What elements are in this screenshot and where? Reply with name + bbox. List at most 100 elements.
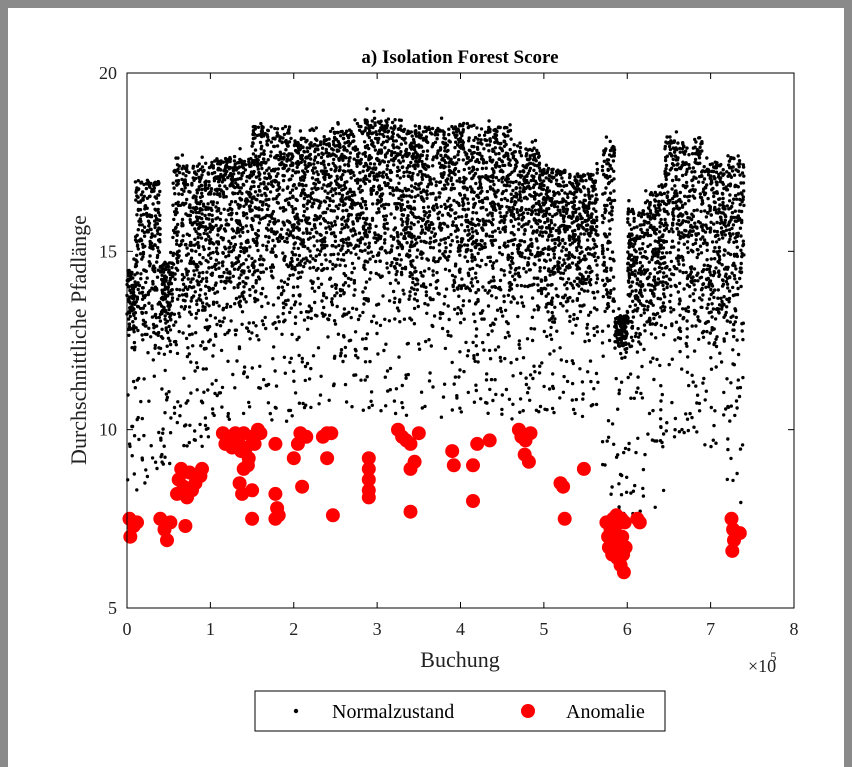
normal-point bbox=[225, 195, 228, 198]
normal-point bbox=[169, 318, 172, 321]
normal-point bbox=[459, 193, 462, 196]
normal-point bbox=[497, 227, 500, 230]
normal-point bbox=[350, 204, 353, 207]
normal-point bbox=[194, 439, 197, 442]
normal-point bbox=[434, 239, 437, 242]
normal-point bbox=[171, 296, 174, 299]
normal-point bbox=[272, 197, 275, 200]
normal-point bbox=[409, 227, 412, 230]
normal-point bbox=[487, 119, 490, 122]
normal-point bbox=[211, 241, 214, 244]
normal-point bbox=[513, 238, 516, 241]
normal-point bbox=[518, 243, 521, 246]
normal-point bbox=[223, 316, 226, 319]
normal-point bbox=[499, 356, 502, 359]
normal-point bbox=[224, 165, 227, 168]
normal-point bbox=[285, 237, 288, 240]
normal-point bbox=[136, 195, 139, 198]
normal-point bbox=[268, 220, 271, 223]
normal-point bbox=[248, 405, 251, 408]
normal-point bbox=[282, 289, 285, 292]
normal-point bbox=[297, 247, 300, 250]
normal-point bbox=[237, 206, 240, 209]
normal-point bbox=[389, 212, 392, 215]
normal-point bbox=[518, 150, 521, 153]
normal-point bbox=[347, 311, 350, 314]
normal-point bbox=[511, 189, 514, 192]
normal-point bbox=[195, 189, 198, 192]
normal-point bbox=[400, 143, 403, 146]
normal-point bbox=[477, 223, 480, 226]
normal-point bbox=[136, 283, 139, 286]
normal-point bbox=[334, 192, 337, 195]
normal-point bbox=[451, 223, 454, 226]
normal-point bbox=[152, 323, 155, 326]
normal-point bbox=[416, 288, 419, 291]
normal-point bbox=[232, 185, 235, 188]
normal-point bbox=[206, 232, 209, 235]
normal-point bbox=[317, 286, 320, 289]
normal-point bbox=[142, 319, 145, 322]
normal-point bbox=[386, 389, 389, 392]
normal-point bbox=[401, 384, 404, 387]
normal-point bbox=[172, 254, 175, 257]
normal-point bbox=[520, 199, 523, 202]
normal-point bbox=[171, 204, 174, 207]
normal-point bbox=[265, 245, 268, 248]
normal-point bbox=[249, 192, 252, 195]
normal-point bbox=[429, 283, 432, 286]
normal-point bbox=[472, 197, 475, 200]
normal-point bbox=[458, 204, 461, 207]
normal-point bbox=[511, 374, 514, 377]
normal-point bbox=[159, 347, 162, 350]
normal-point bbox=[303, 192, 306, 195]
normal-point bbox=[242, 285, 245, 288]
normal-point bbox=[466, 225, 469, 228]
normal-point bbox=[330, 285, 333, 288]
normal-point bbox=[522, 356, 525, 359]
normal-point bbox=[312, 266, 315, 269]
normal-point bbox=[473, 258, 476, 261]
normal-point bbox=[181, 224, 184, 227]
normal-point bbox=[282, 179, 285, 182]
normal-point bbox=[333, 131, 336, 134]
normal-point bbox=[513, 203, 516, 206]
normal-point bbox=[307, 310, 310, 313]
normal-point bbox=[375, 272, 378, 275]
normal-point bbox=[375, 202, 378, 205]
normal-point bbox=[294, 322, 297, 325]
normal-point bbox=[558, 230, 561, 233]
normal-point bbox=[326, 207, 329, 210]
normal-point bbox=[164, 314, 167, 317]
normal-point bbox=[250, 217, 253, 220]
normal-point bbox=[399, 176, 402, 179]
normal-point bbox=[439, 238, 442, 241]
normal-point bbox=[138, 291, 141, 294]
normal-point bbox=[299, 276, 302, 279]
normal-point bbox=[176, 253, 179, 256]
normal-point bbox=[342, 335, 345, 338]
normal-point bbox=[545, 226, 548, 229]
normal-point bbox=[158, 219, 161, 222]
normal-point bbox=[242, 372, 245, 375]
normal-point bbox=[164, 369, 167, 372]
normal-point bbox=[439, 129, 442, 132]
normal-point bbox=[296, 285, 299, 288]
normal-point bbox=[359, 178, 362, 181]
normal-point bbox=[301, 360, 304, 363]
normal-point bbox=[333, 144, 336, 147]
normal-point bbox=[180, 240, 183, 243]
normal-point bbox=[423, 214, 426, 217]
normal-point bbox=[370, 320, 373, 323]
normal-point bbox=[315, 254, 318, 257]
normal-point bbox=[140, 257, 143, 260]
normal-point bbox=[218, 320, 221, 323]
normal-point bbox=[475, 344, 478, 347]
normal-point bbox=[491, 267, 494, 270]
normal-point bbox=[406, 200, 409, 203]
normal-point bbox=[474, 276, 477, 279]
normal-point bbox=[233, 268, 236, 271]
normal-point bbox=[402, 214, 405, 217]
normal-point bbox=[245, 300, 248, 303]
normal-point bbox=[440, 416, 443, 419]
